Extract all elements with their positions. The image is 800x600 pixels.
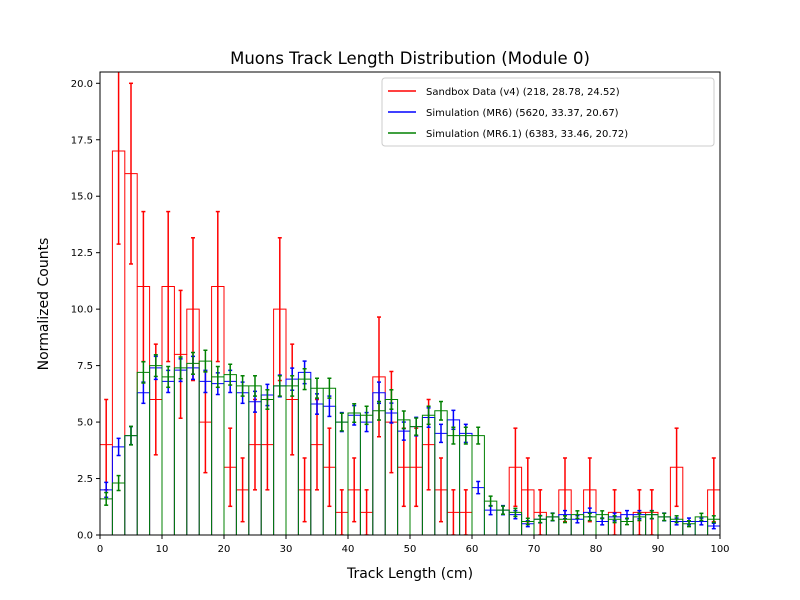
y-tick-label: 0.0 (77, 531, 93, 542)
legend-entry: Simulation (MR6.1) (6383, 33.46, 20.72) (426, 129, 628, 140)
legend-entry: Simulation (MR6) (5620, 33.37, 20.67) (426, 108, 619, 119)
y-tick-label: 12.5 (71, 248, 93, 259)
y-tick-label: 17.5 (71, 135, 93, 146)
x-tick-label: 70 (528, 544, 541, 555)
x-tick-label: 60 (466, 544, 479, 555)
plot-area (99, 71, 721, 536)
x-axis-ticks: 0 10 20 30 40 50 60 70 80 90 100 (97, 535, 730, 555)
x-tick-label: 10 (156, 544, 169, 555)
x-tick-label: 40 (342, 544, 355, 555)
legend: Sandbox Data (v4) (218, 28.78, 24.52) Sim… (381, 77, 715, 147)
x-tick-label: 90 (652, 544, 665, 555)
x-tick-label: 0 (97, 544, 103, 555)
x-tick-label: 100 (710, 544, 729, 555)
x-tick-label: 50 (404, 544, 417, 555)
y-tick-label: 20.0 (71, 79, 93, 90)
x-tick-label: 80 (590, 544, 603, 555)
legend-box (381, 77, 715, 147)
legend-entry: Sandbox Data (v4) (218, 28.78, 24.52) (426, 87, 620, 98)
y-tick-label: 10.0 (71, 305, 93, 316)
x-axis-label: Track Length (cm) (346, 566, 473, 582)
y-tick-label: 2.5 (77, 474, 93, 485)
x-tick-label: 20 (218, 544, 231, 555)
y-tick-label: 15.0 (71, 192, 93, 203)
series-3 (100, 349, 720, 535)
series-layer (100, 72, 720, 535)
x-tick-label: 30 (280, 544, 293, 555)
y-tick-label: 7.5 (77, 361, 93, 372)
y-axis-ticks: 0.0 2.5 5.0 7.5 10.0 12.5 15.0 17.5 20.0 (71, 79, 100, 542)
y-tick-label: 5.0 (77, 418, 93, 429)
y-axis-label: Normalized Counts (36, 238, 52, 371)
chart-title: Muons Track Length Distribution (Module … (230, 49, 590, 68)
